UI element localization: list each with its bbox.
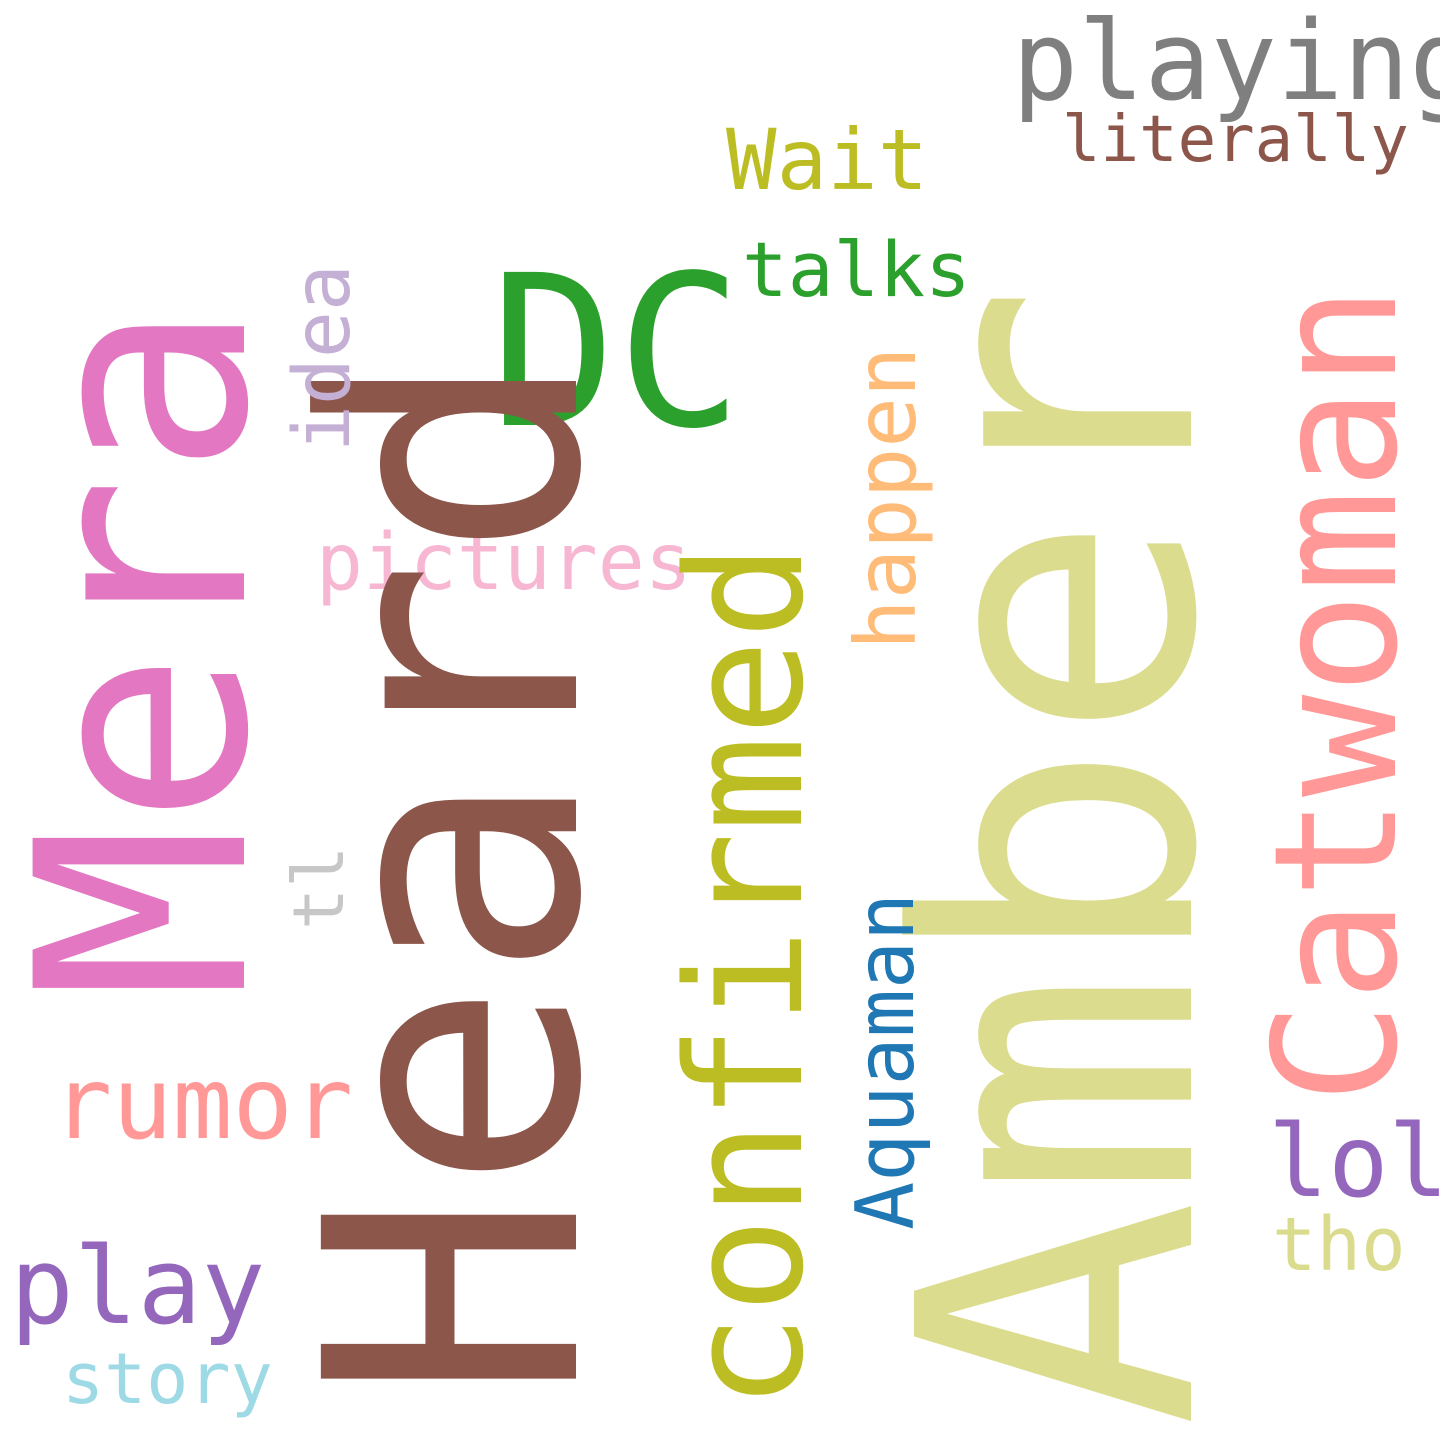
word-lol: lol [1268,1103,1440,1220]
word-idea: idea [278,264,368,452]
word-tl: tl [278,845,360,930]
word-play: play [10,1225,266,1348]
word-playing: playing [1012,0,1440,125]
word-tho: tho [1272,1202,1406,1288]
word-mera: Mera [0,301,313,1000]
word-dc: DC [490,230,743,475]
word-confirmed: confirmed [652,543,839,1410]
word-talks: talks [742,225,971,314]
word-catwoman: Catwoman [1238,285,1436,1104]
word-literally: literally [1062,103,1409,177]
word-happen: happen [837,346,935,650]
word-rumor: rumor [52,1045,354,1162]
word-story: story [62,1338,273,1420]
word-pictures: pictures [316,518,692,608]
word-wait: Wait [726,111,929,209]
word-aquaman: Aquaman [839,892,932,1230]
